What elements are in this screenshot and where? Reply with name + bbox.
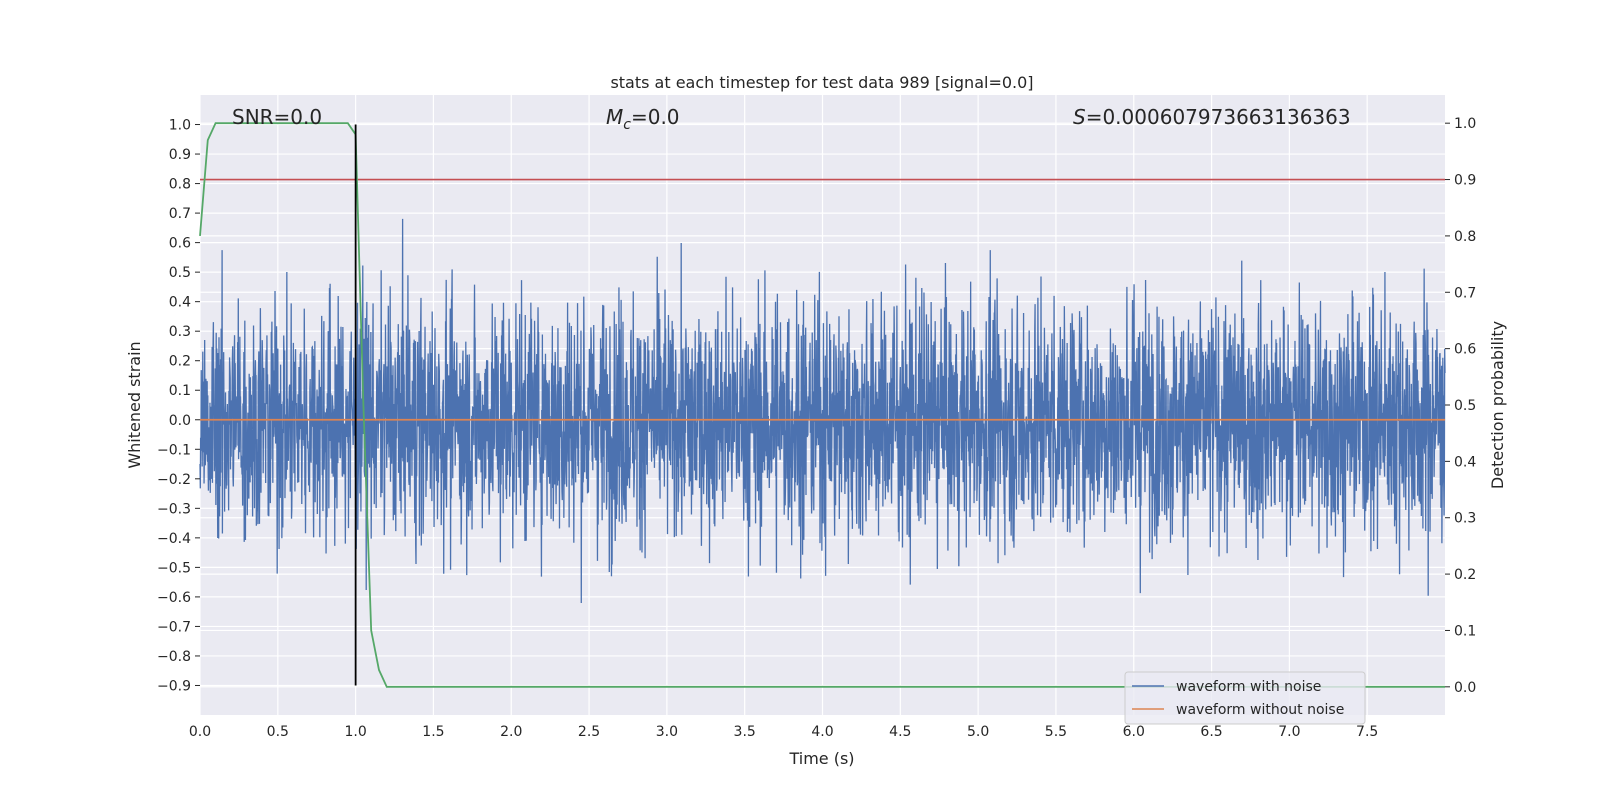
y-right-tick-label: 0.0 [1454,680,1476,696]
x-tick-label: 7.0 [1278,724,1300,740]
legend-label-noise: waveform with noise [1176,679,1321,695]
y-right-tick-label: 0.3 [1454,511,1476,527]
y-left-tick-label: 1.0 [169,118,191,134]
x-tick-label: 1.0 [344,724,366,740]
mc-subscript: c [623,117,631,133]
x-tick-label: 4.0 [811,724,833,740]
x-axis-label: Time (s) [788,749,854,768]
s-value: =0.000607973663136363 [1086,105,1351,129]
y-right-tick-label: 0.1 [1454,623,1476,639]
y-left-tick-label: −0.7 [157,619,191,635]
legend-box [1124,671,1366,725]
y-left-tick-label: 0.9 [169,147,191,163]
x-tick-label: 4.5 [889,724,911,740]
x-tick-label: 0.0 [189,724,211,740]
y-axis-label-left: Whitened strain [125,341,144,468]
y-right-tick-label: 0.9 [1454,173,1476,189]
y-left-tick-label: −0.8 [157,649,191,665]
s-symbol: S [1073,105,1086,129]
legend: waveform with noise waveform without noi… [1124,671,1366,725]
mc-value: =0.0 [631,105,680,129]
y-left-tick-label: 0.1 [169,383,191,399]
y-right-tick-label: 0.7 [1454,285,1476,301]
ticks-layer: 0.0 0.5 1.0 1.5 2.0 2.5 3.0 3.5 4.0 4.5 5.0 5.5 6.0 6… [157,116,1476,740]
y-right-tick-label: 0.8 [1454,229,1476,245]
y-left-tick-label: 0.6 [169,236,191,252]
y-left-tick-label: 0.0 [169,413,191,429]
x-tick-label: 7.5 [1356,724,1378,740]
y-left-tick-label: −0.2 [157,472,191,488]
y-axis-label-right: Detection probability [1488,321,1507,489]
y-left-tick-label: 0.8 [169,177,191,193]
series-detection-probability [199,122,1445,688]
mc-annotation: Mc=0.0 [606,105,680,133]
y-left-tick-label: 0.7 [169,206,191,222]
y-left-tick-label: −0.4 [157,531,191,547]
s-annotation: S=0.000607973663136363 [1073,105,1351,129]
chart-title: stats at each timestep for test data 989… [610,73,1033,92]
y-right-tick-label: 0.2 [1454,567,1476,583]
x-tick-label: 5.5 [1045,724,1067,740]
y-left-tick-label: −0.3 [157,501,191,517]
y-left-tick-label: 0.3 [169,324,191,340]
series-layer [199,122,1446,688]
x-tick-label: 2.0 [500,724,522,740]
x-tick-label: 5.0 [967,724,989,740]
y-right-tick-label: 1.0 [1454,116,1476,132]
y-right-tick-label: 0.6 [1454,342,1476,358]
x-tick-label: 3.0 [656,724,678,740]
x-tick-label: 0.5 [267,724,289,740]
x-tick-label: 2.5 [578,724,600,740]
x-tick-label: 3.5 [734,724,756,740]
y-left-tick-label: −0.1 [157,442,191,458]
y-left-tick-label: 0.2 [169,354,191,370]
y-left-tick-label: −0.9 [157,678,191,694]
y-right-tick-label: 0.5 [1454,398,1476,414]
y-left-tick-label: −0.6 [157,590,191,606]
mc-symbol: M [606,105,623,129]
x-tick-label: 1.5 [422,724,444,740]
legend-label-clean: waveform without noise [1176,702,1344,718]
y-left-tick-label: 0.4 [169,295,191,311]
snr-annotation: SNR=0.0 [232,105,322,129]
y-left-tick-label: −0.5 [157,560,191,576]
series-waveform-with-noise [199,218,1446,604]
y-left-tick-label: 0.5 [169,265,191,281]
x-tick-label: 6.0 [1123,724,1145,740]
y-right-tick-label: 0.4 [1454,454,1476,470]
x-tick-label: 6.5 [1200,724,1222,740]
